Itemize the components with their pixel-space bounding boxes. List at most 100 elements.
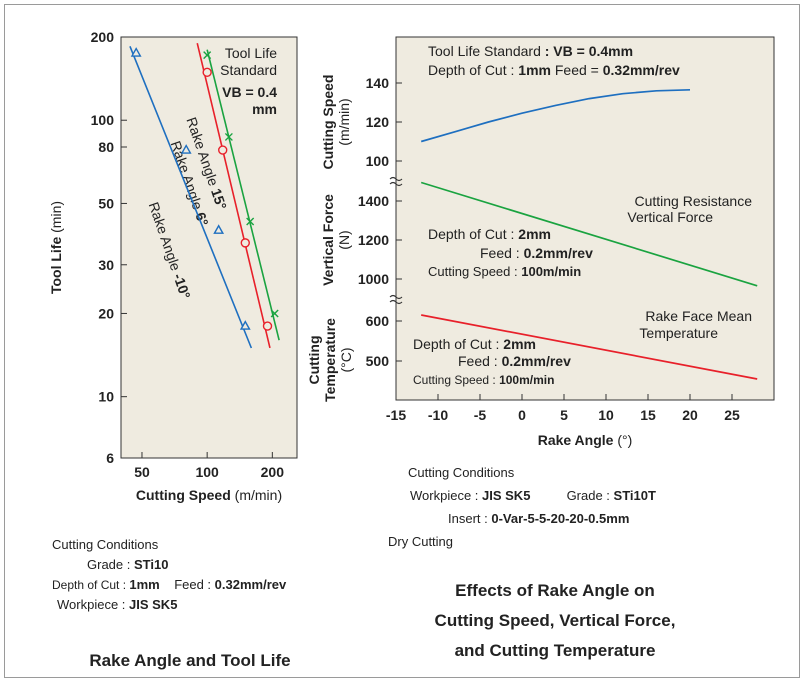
- right-y-tick-label: 140: [366, 75, 390, 91]
- left-y-axis-label: Tool Life (min): [48, 201, 64, 294]
- left-y-tick-label: 50: [98, 195, 114, 211]
- right-temp-annotation-line: Depth of Cut : 2mm: [413, 336, 536, 352]
- right-figure-title: Effects of Rake Angle on Cutting Speed, …: [400, 576, 710, 666]
- left-x-tick-label: 50: [134, 464, 150, 480]
- right-figure-title-line2: Cutting Speed, Vertical Force,: [434, 611, 676, 630]
- right-y-tick-label: 1200: [358, 232, 389, 248]
- right-insert-label: Insert :: [448, 511, 492, 526]
- left-marker-circle: [218, 145, 228, 155]
- right-series-line-vertical-force: [420, 181, 758, 287]
- left-x-axis-label: Cutting Speed (m/min): [136, 487, 282, 503]
- right-plot-area: [395, 36, 775, 401]
- right-y-axis-label-speed-name: Cutting Speed: [320, 75, 336, 170]
- left-marker-x: [203, 51, 212, 60]
- right-x-tick-label: -15: [386, 407, 406, 423]
- right-speed-annotation-line1: Tool Life Standard : VB = 0.4mm: [428, 43, 633, 59]
- left-marker-x: [246, 217, 255, 226]
- right-y-axis-label-force-name: Vertical Force: [320, 194, 336, 286]
- left-workpiece-value: JIS SK5: [129, 597, 178, 612]
- right-series-line-cutting-speed: [420, 88, 691, 143]
- axis-break-stroke: [389, 181, 403, 187]
- right-x-tick-label: 0: [518, 407, 526, 423]
- right-figure-title-line3: and Cutting Temperature: [454, 641, 656, 660]
- right-force-series-label-line2: Vertical Force: [627, 209, 713, 225]
- right-force-series-label-line1: Cutting Resistance: [634, 193, 752, 209]
- right-speed-annotation-text: Feed =: [551, 62, 603, 78]
- left-marker-triangle: [180, 144, 192, 154]
- right-temp-series-label-line2: Temperature: [639, 325, 718, 341]
- right-x-tick-label: 25: [724, 407, 740, 423]
- right-grade-label: Grade :: [566, 488, 614, 503]
- right-speed-annotation-value: 1mm: [518, 62, 551, 78]
- right-series-line-cutting-temperature: [421, 314, 758, 380]
- left-y-tick-label: 30: [98, 257, 114, 273]
- right-y-tick-label: 600: [366, 313, 390, 329]
- right-temp-annotation-text: Depth of Cut :: [413, 336, 503, 352]
- left-marker-circle: [240, 238, 250, 248]
- left-grade-value: STi10: [133, 557, 169, 572]
- right-y-axis-label-temp-name: Temperature: [322, 318, 338, 402]
- right-y-axis-label-force: Vertical Force(N): [320, 194, 352, 286]
- left-x-axis-unit: (m/min): [231, 487, 282, 503]
- right-temp-annotation-line: Feed : 0.2mm/rev: [458, 353, 571, 369]
- right-x-tick-label: 15: [640, 407, 656, 423]
- right-temp-annotation-value: 2mm: [503, 336, 536, 352]
- left-y-tick-label: 10: [98, 389, 114, 405]
- left-series-label-value: -10°: [170, 271, 194, 301]
- right-force-annotation-value: 100m/min: [521, 264, 581, 279]
- right-x-axis-unit: (°): [613, 432, 632, 448]
- right-y-axis-label-speed-unit: (m/min): [336, 98, 352, 145]
- right-insert-value: 0-Var-5-5-20-20-0.5mm: [491, 511, 630, 526]
- right-force-annotation-line: Cutting Speed : 100m/min: [428, 264, 581, 279]
- left-marker-x-stroke: [203, 51, 212, 60]
- left-workpiece-label: Workpiece :: [57, 597, 130, 612]
- axis-break-stroke: [389, 299, 403, 305]
- left-marker-x: [270, 309, 279, 318]
- right-grade-value: STi10T: [613, 488, 656, 503]
- left-series-label-value: 15°: [208, 186, 230, 211]
- left-y-tick-label: 80: [98, 139, 114, 155]
- right-speed-annotation-line2: Depth of Cut : 1mm Feed = 0.32mm/rev: [428, 62, 680, 78]
- right-workpiece-label: Workpiece :: [410, 488, 483, 503]
- right-temp-annotation-value: 0.2mm/rev: [502, 353, 571, 369]
- right-force-annotation-line: Depth of Cut : 2mm: [428, 226, 551, 242]
- figure-frame: [4, 4, 800, 678]
- left-y-tick-label: 20: [98, 305, 114, 321]
- right-speed-annotation-value: 0.32mm/rev: [603, 62, 680, 78]
- left-y-tick-label: 100: [91, 112, 115, 128]
- right-temp-annotation-text: Feed :: [458, 353, 502, 369]
- left-y-tick-label: 200: [91, 29, 115, 45]
- right-x-tick-label: 20: [682, 407, 698, 423]
- right-speed-annotation-text: Depth of Cut :: [428, 62, 518, 78]
- right-force-annotation-text: Feed :: [480, 245, 524, 261]
- axis-break-stroke: [389, 176, 403, 182]
- left-y-axis-name: Tool Life: [48, 237, 64, 294]
- left-annotation-line1: Tool Life: [225, 45, 277, 61]
- right-y-axis-label-temp-unit: (°C): [338, 347, 354, 372]
- right-y-tick-label: 1400: [358, 193, 389, 209]
- right-dry-cutting: Dry Cutting: [388, 534, 454, 549]
- left-y-tick-label: 6: [106, 450, 114, 466]
- right-speed-annotation-value: : VB = 0.4mm: [545, 43, 633, 59]
- left-doc-value: 1mm: [129, 577, 160, 592]
- left-doc-label: Depth of Cut :: [52, 578, 130, 592]
- right-temp-annotation-value: 100m/min: [499, 373, 554, 387]
- right-workpiece-value: JIS SK5: [482, 488, 531, 503]
- right-force-annotation-text: Depth of Cut :: [428, 226, 518, 242]
- right-y-axis-label-temp: CuttingTemperature(°C): [306, 318, 354, 402]
- right-temp-series-label-line1: Rake Face Mean: [645, 308, 752, 324]
- right-force-annotation-value: 2mm: [518, 226, 551, 242]
- left-marker-x-stroke: [224, 132, 233, 141]
- left-marker-circle: [202, 67, 212, 78]
- right-y-axis-label-temp-name: Cutting: [306, 336, 322, 385]
- right-force-annotation-text: Cutting Speed :: [428, 264, 521, 279]
- right-x-tick-label: 10: [598, 407, 614, 423]
- right-conditions-heading: Cutting Conditions: [408, 465, 515, 480]
- left-marker-x: [224, 132, 233, 141]
- right-force-annotation-value: 0.2mm/rev: [524, 245, 593, 261]
- left-conditions: Cutting Conditions Grade : STi10 Depth o…: [52, 535, 286, 615]
- right-y-tick-label: 500: [366, 353, 390, 369]
- left-x-tick-label: 200: [261, 464, 285, 480]
- left-series-line: [129, 46, 253, 349]
